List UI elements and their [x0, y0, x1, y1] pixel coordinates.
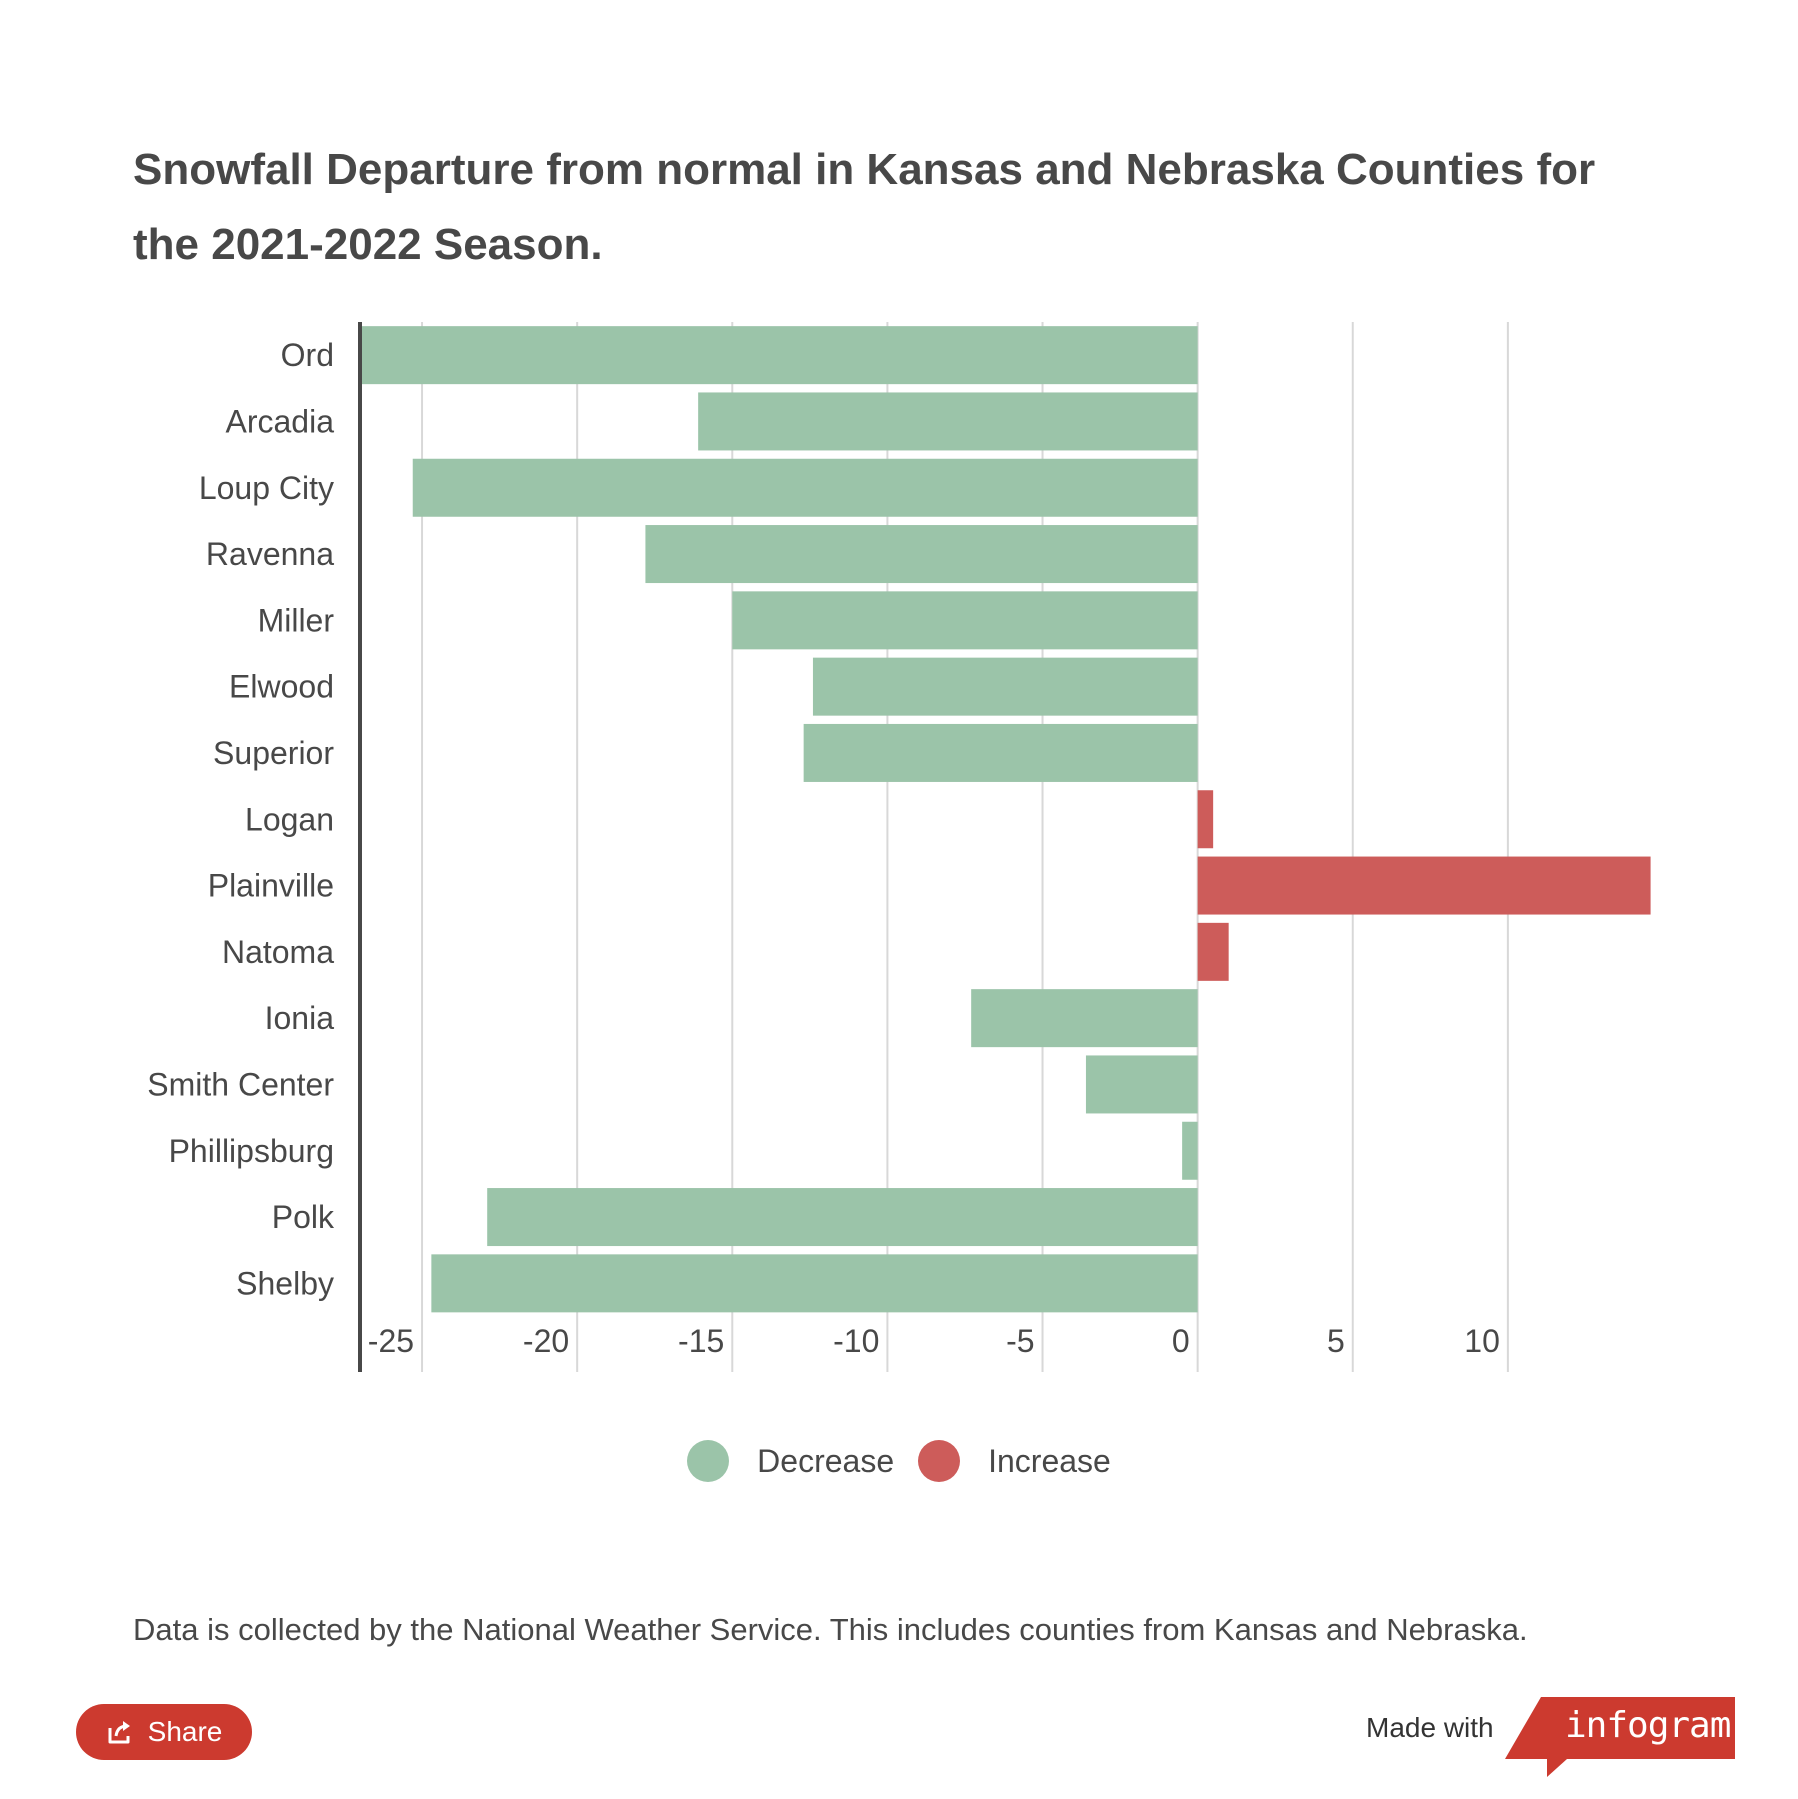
x-tick-label: 5 [1327, 1323, 1345, 1359]
infogram-logo-text: infogram [1565, 1705, 1731, 1746]
category-label: Plainville [208, 868, 334, 904]
legend-item-decrease[interactable]: Decrease [687, 1440, 894, 1482]
bars [360, 326, 1651, 1313]
legend-label-increase: Increase [988, 1442, 1111, 1479]
category-label: Elwood [229, 669, 334, 705]
legend-swatch-decrease [687, 1440, 730, 1482]
category-label: Arcadia [226, 403, 335, 439]
x-tick-label: -5 [1006, 1323, 1034, 1359]
share-button[interactable]: Share [76, 1704, 252, 1760]
bar-superior[interactable] [803, 723, 1198, 782]
infogram-logo[interactable]: infogram [1505, 1697, 1735, 1781]
bar-ionia[interactable] [971, 989, 1198, 1048]
bar-natoma[interactable] [1197, 922, 1229, 981]
legend-item-increase[interactable]: Increase [918, 1440, 1111, 1482]
bar-ravenna[interactable] [645, 525, 1198, 584]
category-label: Ravenna [206, 536, 334, 572]
bar-logan[interactable] [1197, 790, 1214, 849]
x-tick-label: -20 [523, 1323, 569, 1359]
bar-chart: Ord Arcadia Loup City Ravenna Miller Elwood Su… [147, 322, 1651, 1372]
legend: Decrease Increase [0, 1436, 1798, 1486]
share-label: Share [147, 1716, 223, 1747]
category-label: Miller [258, 602, 335, 638]
category-label: Natoma [222, 934, 334, 970]
x-tick-label: -10 [833, 1323, 879, 1359]
x-tick-label: 10 [1464, 1323, 1500, 1359]
bar-polk[interactable] [487, 1188, 1198, 1247]
footnote: Data is collected by the National Weathe… [133, 1612, 1528, 1647]
made-with-text: Made with [1366, 1712, 1494, 1743]
category-label: Smith Center [147, 1066, 334, 1102]
x-tick-label: -25 [368, 1323, 414, 1359]
x-tick-label: -15 [678, 1323, 724, 1359]
x-tick-label: 0 [1172, 1323, 1190, 1359]
share-icon [108, 1721, 130, 1744]
bar-miller[interactable] [732, 591, 1198, 650]
bar-elwood[interactable] [812, 657, 1198, 716]
category-label: Ord [281, 337, 334, 373]
category-label: Phillipsburg [169, 1133, 334, 1169]
category-label: Shelby [236, 1265, 334, 1301]
bar-ord[interactable] [360, 326, 1198, 385]
bar-shelby[interactable] [431, 1254, 1198, 1313]
infogram-logo-shape [1505, 1697, 1735, 1777]
chart-title: Snowfall Departure from normal in Kansas… [133, 145, 1596, 269]
category-label: Logan [245, 801, 334, 837]
category-label: Superior [213, 735, 334, 771]
bar-phillipsburg[interactable] [1182, 1121, 1198, 1180]
x-tick-labels: -25 -20 -15 -10 -5 0 5 10 [368, 1323, 1500, 1359]
category-label: Polk [272, 1199, 335, 1235]
bar-loup-city[interactable] [412, 458, 1198, 517]
bar-plainville[interactable] [1197, 856, 1651, 915]
legend-label-decrease: Decrease [757, 1442, 895, 1479]
category-labels: Ord Arcadia Loup City Ravenna Miller Elwood Su… [147, 337, 335, 1301]
category-label: Ionia [265, 1000, 335, 1036]
bar-arcadia[interactable] [698, 392, 1198, 451]
legend-swatch-increase [918, 1440, 961, 1482]
bar-smith-center[interactable] [1085, 1055, 1198, 1114]
category-label: Loup City [199, 470, 334, 506]
